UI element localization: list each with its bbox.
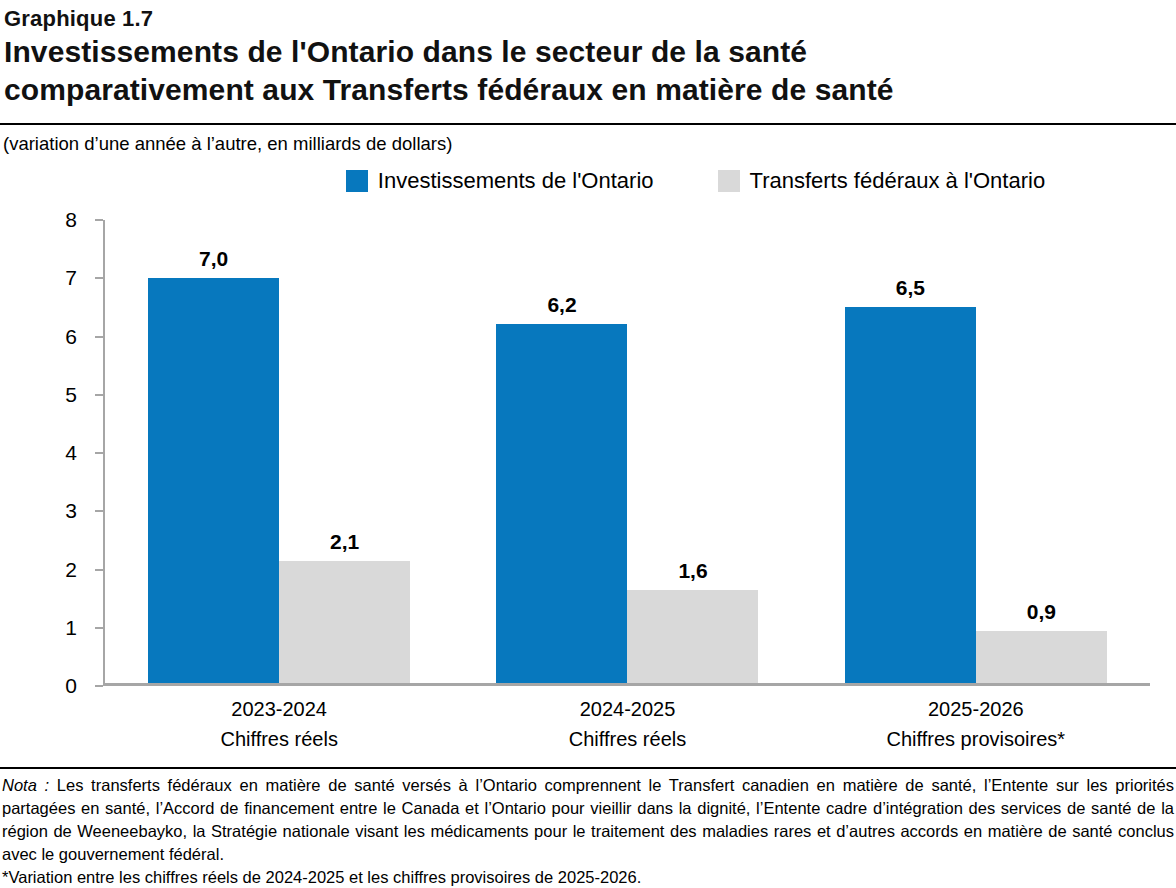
bar-ontario: 7,0 — [148, 278, 279, 683]
legend: Investissements de l'Ontario Transferts … — [215, 167, 1176, 195]
y-tick-label: 5 — [37, 384, 77, 405]
y-tick-label: 0 — [37, 675, 77, 696]
y-tick-mark — [95, 569, 103, 571]
axis-units-subtitle: (variation d’une année à l’autre, en mil… — [3, 131, 1176, 157]
bar-group: 6,50,9 — [802, 220, 1150, 683]
x-category-year: 2024-2025 — [453, 694, 801, 724]
bar-groups: 7,02,16,21,66,50,9 — [105, 220, 1150, 683]
bar-value-label: 0,9 — [976, 600, 1107, 624]
legend-swatch-federal — [718, 170, 740, 192]
legend-label-ontario: Investissements de l'Ontario — [378, 168, 654, 194]
y-tick-mark — [95, 277, 103, 279]
header: Graphique 1.7 Investissements de l'Ontar… — [0, 0, 1176, 109]
y-tick-label: 8 — [37, 209, 77, 230]
x-category-year: 2025-2026 — [802, 694, 1150, 724]
bar-federal: 2,1 — [279, 561, 410, 683]
y-tick-mark — [95, 219, 103, 221]
bar-federal: 0,9 — [976, 631, 1107, 683]
y-tick-label: 2 — [37, 559, 77, 580]
figure-label: Graphique 1.7 — [4, 5, 1172, 33]
bar-value-label: 1,6 — [627, 559, 758, 583]
legend-label-federal: Transferts fédéraux à l'Ontario — [750, 168, 1046, 194]
bar-value-label: 7,0 — [148, 247, 279, 271]
chart-page: Graphique 1.7 Investissements de l'Ontar… — [0, 0, 1176, 888]
bar-group: 6,21,6 — [453, 220, 801, 683]
legend-swatch-ontario — [346, 170, 368, 192]
y-tick-mark — [95, 336, 103, 338]
x-axis-labels: 2023-2024Chiffres réels2024-2025Chiffres… — [105, 694, 1150, 754]
nota-note: Nota : Les transferts fédéraux en matièr… — [2, 774, 1174, 866]
bar-group: 7,02,1 — [105, 220, 453, 683]
legend-item-ontario: Investissements de l'Ontario — [346, 168, 654, 194]
title-divider — [0, 123, 1176, 125]
x-category-note: Chiffres réels — [105, 724, 453, 754]
y-tick-mark — [95, 452, 103, 454]
y-tick-mark — [95, 685, 103, 687]
x-category: 2025-2026Chiffres provisoires* — [802, 694, 1150, 754]
legend-item-federal: Transferts fédéraux à l'Ontario — [718, 168, 1046, 194]
bar-ontario: 6,5 — [845, 307, 976, 683]
x-category: 2023-2024Chiffres réels — [105, 694, 453, 754]
page-title: Investissements de l'Ontario dans le sec… — [4, 33, 1172, 109]
x-category: 2024-2025Chiffres réels — [453, 694, 801, 754]
bar-chart: 012345678 7,02,16,21,66,50,9 — [0, 220, 1150, 686]
nota-label: Nota : — [2, 776, 49, 794]
title-line-1: Investissements de l'Ontario dans le sec… — [4, 33, 1172, 71]
x-category-note: Chiffres réels — [453, 724, 801, 754]
y-tick-mark — [95, 510, 103, 512]
x-category-year: 2023-2024 — [105, 694, 453, 724]
plot-area: 7,02,16,21,66,50,9 — [103, 220, 1150, 686]
title-line-2: comparativement aux Transferts fédéraux … — [4, 71, 1172, 109]
bar-ontario: 6,2 — [496, 324, 627, 683]
bar-value-label: 6,5 — [845, 276, 976, 300]
bar-value-label: 2,1 — [279, 530, 410, 554]
y-tick-label: 3 — [37, 500, 77, 521]
x-category-note: Chiffres provisoires* — [802, 724, 1150, 754]
y-tick-mark — [95, 394, 103, 396]
y-axis: 012345678 — [0, 220, 103, 686]
bar-federal: 1,6 — [627, 590, 758, 683]
y-tick-label: 4 — [37, 442, 77, 463]
bar-value-label: 6,2 — [496, 293, 627, 317]
asterisk-note: *Variation entre les chiffres réels de 2… — [2, 866, 1174, 888]
y-tick-mark — [95, 627, 103, 629]
y-tick-label: 1 — [37, 617, 77, 638]
y-tick-label: 7 — [37, 267, 77, 288]
y-tick-label: 6 — [37, 326, 77, 347]
nota-text: Les transferts fédéraux en matière de sa… — [2, 776, 1174, 863]
footnotes: Nota : Les transferts fédéraux en matièr… — [0, 769, 1176, 888]
